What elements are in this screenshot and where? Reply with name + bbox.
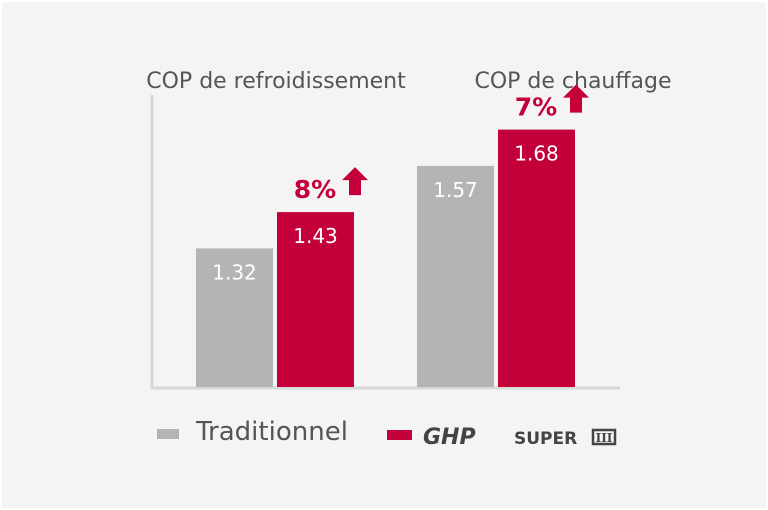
bar-1-0 <box>277 212 354 387</box>
legend-label-traditional: Traditionnel <box>195 417 348 447</box>
value-label-0-1: 1.57 <box>433 178 478 202</box>
arrow-up-icon <box>342 167 368 196</box>
arrow-up-icon <box>563 84 589 113</box>
legend-swatch-ghp <box>387 430 412 440</box>
increase-label-0: 8% <box>294 175 336 204</box>
value-label-1-1: 1.68 <box>514 142 559 166</box>
bar-0-0 <box>196 248 273 387</box>
bar-1-1 <box>498 129 575 387</box>
bar-0-1 <box>417 165 494 387</box>
roman-three-logo: III <box>591 428 617 446</box>
value-label-1-0: 1.43 <box>293 224 338 248</box>
category-label-0: COP de refroidissement <box>146 69 406 94</box>
legend-label-roman: III <box>596 431 613 445</box>
legend-label-ghp: GHP <box>423 425 476 450</box>
roman-three-frame <box>591 428 617 446</box>
legend-label-super: SUPER <box>514 429 577 449</box>
increase-label-1: 7% <box>515 93 557 122</box>
legend-swatch-traditional <box>157 429 179 439</box>
value-label-0-0: 1.32 <box>212 260 257 284</box>
